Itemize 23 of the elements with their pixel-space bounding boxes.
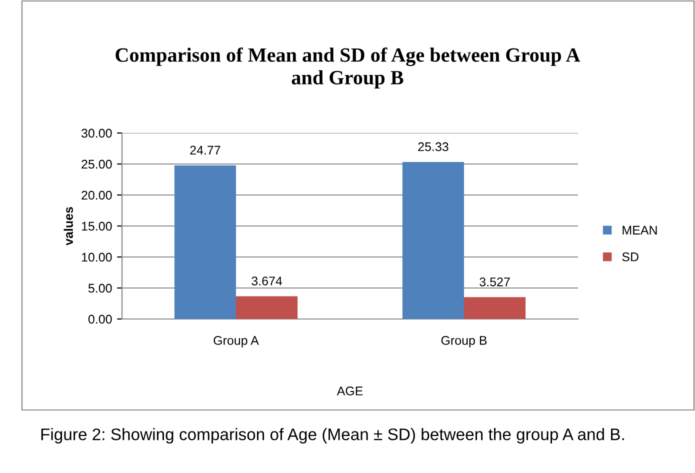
legend-label: SD xyxy=(622,252,638,262)
chart-title: Comparison of Mean and SD of Age between Group A and Group B xyxy=(116,47,580,89)
bar xyxy=(402,162,464,319)
bar xyxy=(236,296,298,319)
y-tick-label: 10.00 xyxy=(82,252,112,262)
legend-label: MEAN xyxy=(622,226,657,235)
bar xyxy=(174,165,236,319)
y-tick-label: 5.00 xyxy=(88,284,112,293)
bar xyxy=(464,297,526,319)
data-label: 3.527 xyxy=(480,277,510,286)
y-tick-label: 30.00 xyxy=(81,128,112,138)
caption: Figure 2: Showing comparison of Age (Mean ± SD) between the group A and B. xyxy=(41,428,624,444)
x-tick-label: Group A xyxy=(214,336,259,348)
x-tick-label: Group B xyxy=(441,336,487,348)
y-tick-label: 20.00 xyxy=(82,190,112,200)
y-tick-label: 15.00 xyxy=(82,222,112,231)
data-label: 24.77 xyxy=(190,146,220,154)
data-label: 3.674 xyxy=(252,276,282,286)
data-label: 25.33 xyxy=(418,142,448,152)
y-axis-title: values xyxy=(64,207,73,246)
x-axis-title: AGE xyxy=(336,386,363,396)
y-tick-label: 25.00 xyxy=(82,160,112,169)
y-tick-label: 0.00 xyxy=(88,314,112,324)
